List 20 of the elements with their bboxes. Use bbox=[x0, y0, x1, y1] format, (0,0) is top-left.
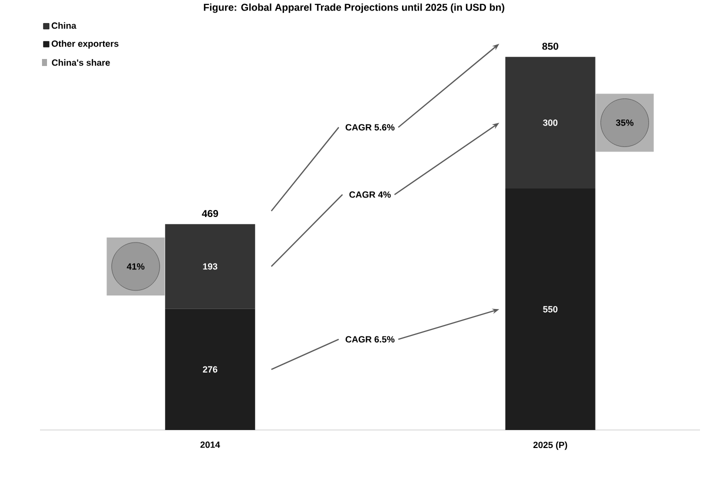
x-tick-label: 2025 (P) bbox=[533, 442, 568, 450]
annotation: China's share bbox=[52, 59, 110, 66]
bar bbox=[505, 188, 596, 430]
data-label: 550 bbox=[543, 306, 558, 312]
legend-label: Other exporters bbox=[52, 40, 118, 49]
annotation: CAGR 4% bbox=[349, 191, 391, 198]
chart-title: Figure: Global Apparel Trade Projections until 2025 (in USD bn) bbox=[204, 4, 504, 13]
legend-label: China bbox=[52, 22, 76, 29]
annotation: 41% bbox=[126, 263, 144, 270]
annotation: CAGR 5.6% bbox=[346, 124, 395, 131]
total-label: 850 bbox=[542, 42, 558, 50]
data-label: 300 bbox=[543, 120, 558, 126]
data-label: 193 bbox=[203, 263, 218, 270]
bar bbox=[165, 308, 256, 430]
x-tick-label: 2014 bbox=[200, 442, 220, 448]
total-label: 469 bbox=[202, 210, 218, 218]
data-label: 276 bbox=[202, 366, 218, 373]
bar bbox=[505, 56, 596, 189]
annotation: 35% bbox=[616, 120, 634, 126]
annotation: CAGR 6.5% bbox=[346, 336, 395, 343]
